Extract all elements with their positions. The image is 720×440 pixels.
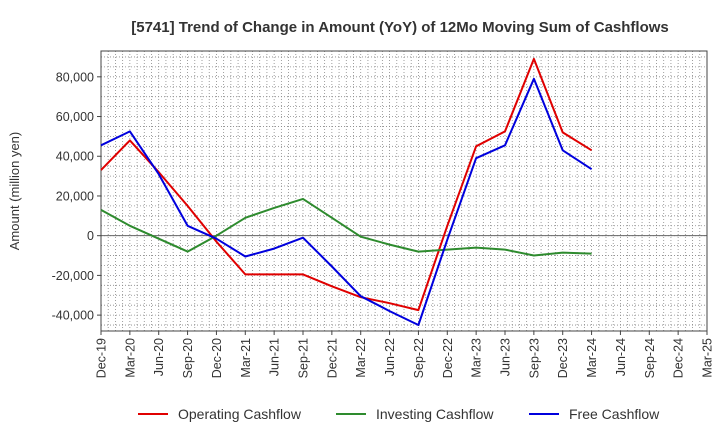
series-line-free-cashflow (100, 77, 593, 326)
y-tick-label: -40,000 (52, 309, 94, 323)
y-tick-label: 80,000 (56, 70, 94, 84)
x-tick-label: Mar-25 (701, 338, 715, 378)
x-tick-label: Sep-23 (527, 338, 541, 378)
x-tick-label: Jun-20 (152, 338, 166, 376)
x-tick-label: Dec-22 (441, 338, 455, 378)
x-tick-label: Mar-20 (123, 338, 137, 378)
y-tick-label: -20,000 (52, 269, 94, 283)
series-line-operating-cashflow (100, 57, 593, 312)
series-line-investing-cashflow (100, 197, 592, 257)
x-tick-label: Dec-23 (556, 338, 570, 378)
x-tick-label: Jun-24 (614, 338, 628, 376)
y-axis-ticks: -40,000 -20,000 0 20,000 40,000 60,000 80,000 (52, 70, 101, 323)
x-tick-label: Mar-24 (585, 338, 599, 378)
x-tick-label: Sep-24 (643, 338, 657, 378)
x-tick-label: Sep-21 (297, 338, 311, 378)
grid (100, 51, 708, 331)
legend-label-free-cashflow: Free Cashflow (569, 406, 660, 422)
x-tick-label: Mar-22 (354, 338, 368, 378)
x-tick-label: Sep-22 (412, 338, 426, 378)
x-tick-label: Jun-21 (268, 338, 282, 376)
x-tick-label: Dec-21 (325, 338, 339, 378)
x-axis-ticks: Dec-19 Mar-20 Jun-20 Sep-20 Dec-20 Mar-21 Jun-… (95, 331, 715, 378)
legend-label-operating-cashflow: Operating Cashflow (178, 406, 302, 422)
x-tick-label: Mar-23 (470, 338, 484, 378)
x-tick-label: Dec-19 (95, 338, 109, 378)
y-tick-label: 60,000 (56, 110, 94, 124)
x-tick-label: Mar-21 (239, 338, 253, 378)
x-tick-label: Sep-20 (181, 338, 195, 378)
x-tick-label: Dec-24 (672, 338, 686, 378)
legend-label-investing-cashflow: Investing Cashflow (376, 406, 494, 422)
y-axis-label: Amount (million yen) (7, 132, 22, 251)
legend: Operating Cashflow Investing Cashflow Free… (138, 406, 660, 422)
plot-frame (100, 50, 708, 332)
y-tick-label: 20,000 (56, 189, 94, 203)
series-layer (100, 57, 593, 326)
x-tick-label: Dec-20 (210, 338, 224, 378)
chart-title: [5741] Trend of Change in Amount (YoY) o… (131, 19, 669, 36)
x-tick-label: Jun-22 (383, 338, 397, 376)
x-tick-label: Jun-23 (499, 338, 513, 376)
y-tick-label: 0 (87, 229, 94, 243)
y-tick-label: 40,000 (56, 150, 94, 164)
